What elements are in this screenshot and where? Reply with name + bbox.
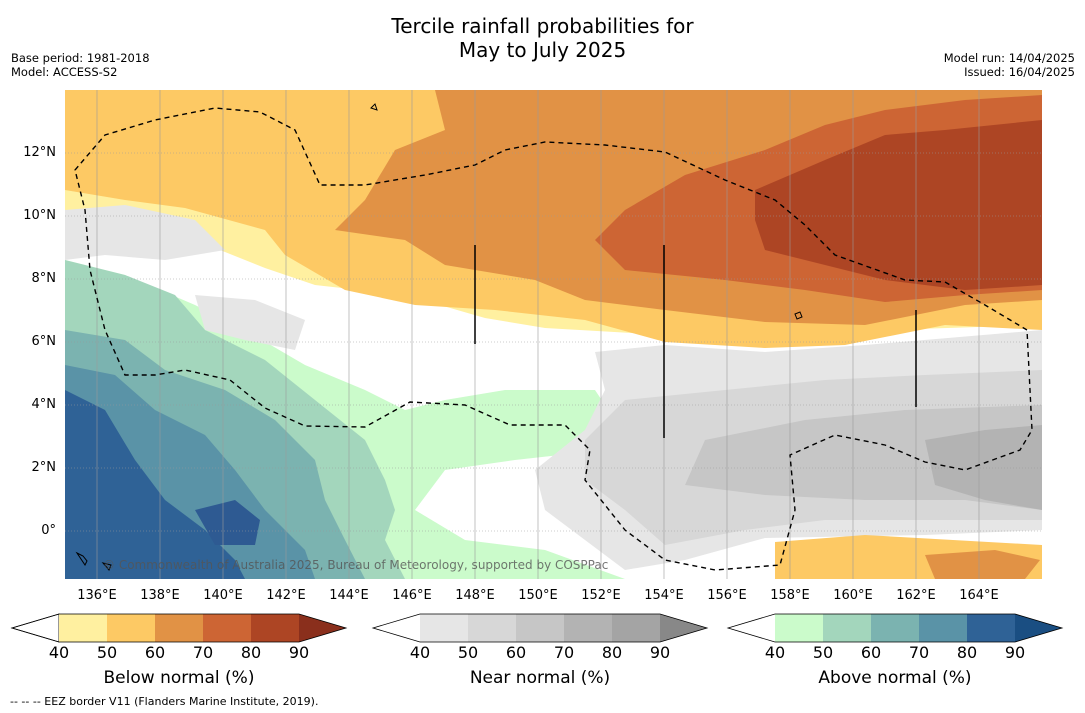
island-shape	[794, 311, 803, 320]
cb-below-outline	[10, 613, 348, 643]
cb-above-tick-50: 50	[812, 643, 834, 662]
lon-label-154e: 154°E	[644, 588, 684, 603]
map-title-line1: Tercile rainfall probabilities for	[391, 14, 694, 38]
cb-near-tick-90: 90	[649, 643, 671, 662]
cb-above-swatch-2	[823, 614, 871, 642]
cb-below-swatch-3	[155, 614, 203, 642]
lon-label-140e: 140°E	[203, 588, 243, 603]
cb-below-swatch-4	[203, 614, 251, 642]
cb-below-tick-40: 40	[48, 643, 70, 662]
copyright-notice: © Commonwealth of Australia 2025, Bureau…	[103, 558, 609, 572]
cb-below-tick-70: 70	[192, 643, 214, 662]
lat-label-0: 0°	[41, 523, 56, 538]
cb-near-tick-70: 70	[553, 643, 575, 662]
lat-label-2n: 2°N	[31, 460, 57, 475]
lon-label-136e: 136°E	[77, 588, 117, 603]
cb-near-tick-50: 50	[457, 643, 479, 662]
above-normal-80-region	[65, 390, 245, 579]
cb-near-tick-80: 80	[601, 643, 623, 662]
islands	[75, 103, 803, 571]
cb-above-tick-40: 40	[764, 643, 786, 662]
cb-above-swatch-0	[728, 614, 775, 642]
near-normal-70-region	[925, 425, 1042, 510]
model-run-date: Model run: 14/04/2025	[943, 51, 1075, 65]
cb-below-tick-90: 90	[288, 643, 310, 662]
lon-label-142e: 142°E	[266, 588, 306, 603]
lon-label-148e: 148°E	[455, 588, 495, 603]
cb-below-tick-80: 80	[240, 643, 262, 662]
lon-label-156e: 156°E	[707, 588, 747, 603]
lon-label-158e: 158°E	[770, 588, 810, 603]
cb-above-tick-80: 80	[956, 643, 978, 662]
cb-above-swatch-1	[775, 614, 823, 642]
lat-label-10n: 10°N	[23, 208, 56, 223]
lon-label-162e: 162°E	[896, 588, 936, 603]
colorbar-below-normal	[10, 613, 348, 643]
lon-label-164e: 164°E	[959, 588, 999, 603]
island-shape	[75, 551, 88, 566]
above-normal-90-region	[195, 500, 260, 545]
cb-below-tick-50: 50	[96, 643, 118, 662]
cb-above-tick-70: 70	[908, 643, 930, 662]
graticule	[65, 152, 1042, 532]
cb-near-swatch-1	[420, 614, 468, 642]
cb-below-swatch-1	[59, 614, 107, 642]
cb-near-swatch-4	[564, 614, 612, 642]
cb-above-outline	[726, 613, 1064, 643]
cb-near-outline	[371, 613, 709, 643]
colorbar-above-normal	[726, 613, 1064, 643]
lon-label-160e: 160°E	[833, 588, 873, 603]
near-normal-west-patch	[65, 205, 225, 260]
colorbars	[10, 613, 1064, 643]
cb-above-title: Above normal (%)	[818, 668, 972, 688]
cb-above-swatch-4	[919, 614, 967, 642]
cb-near-swatch-2	[468, 614, 516, 642]
cb-above-tick-90: 90	[1004, 643, 1026, 662]
cb-near-swatch-5	[612, 614, 660, 642]
lon-label-152e: 152°E	[581, 588, 621, 603]
near-normal-west-patch-2	[195, 295, 305, 350]
cb-below-swatch-0	[10, 613, 60, 643]
lat-label-12n: 12°N	[23, 145, 56, 160]
cb-below-swatch-2	[107, 614, 155, 642]
cb-near-tick-60: 60	[505, 643, 527, 662]
colorbar-near-normal	[371, 613, 709, 643]
map-title-line2: May to July 2025	[458, 38, 627, 62]
cb-near-title: Near normal (%)	[469, 668, 611, 688]
cb-below-title: Below normal (%)	[103, 668, 255, 688]
island-markers	[474, 245, 917, 438]
island-shape	[101, 562, 112, 571]
cb-near-swatch-3	[516, 614, 564, 642]
cb-below-swatch-6	[299, 614, 346, 642]
cb-near-tick-40: 40	[409, 643, 431, 662]
map-canvas	[65, 90, 1042, 579]
issued-date: Issued: 16/04/2025	[964, 65, 1075, 79]
lat-label-8n: 8°N	[31, 271, 57, 286]
lon-label-146e: 146°E	[392, 588, 432, 603]
cb-near-swatch-6	[660, 614, 707, 642]
lat-label-4n: 4°N	[31, 397, 57, 412]
model-name: Model: ACCESS-S2	[11, 65, 118, 79]
cb-below-tick-60: 60	[144, 643, 166, 662]
cb-above-swatch-3	[871, 614, 919, 642]
cb-near-swatch-0	[373, 614, 420, 642]
cb-above-tick-60: 60	[860, 643, 882, 662]
eez-footnote: -- -- -- EEZ border V11 (Flanders Marine…	[10, 695, 319, 708]
cb-below-swatch-5	[251, 614, 299, 642]
lat-label-6n: 6°N	[31, 334, 57, 349]
lon-label-138e: 138°E	[140, 588, 180, 603]
cb-above-swatch-5	[967, 614, 1015, 642]
island-shape	[370, 103, 378, 111]
eez-border	[74, 107, 1033, 571]
below-normal-southeast-patch-60	[925, 550, 1040, 579]
cb-above-swatch-6	[1015, 614, 1062, 642]
probability-map	[65, 90, 1042, 579]
lon-label-144e: 144°E	[329, 588, 369, 603]
lon-label-150e: 150°E	[518, 588, 558, 603]
base-period: Base period: 1981-2018	[11, 51, 150, 65]
